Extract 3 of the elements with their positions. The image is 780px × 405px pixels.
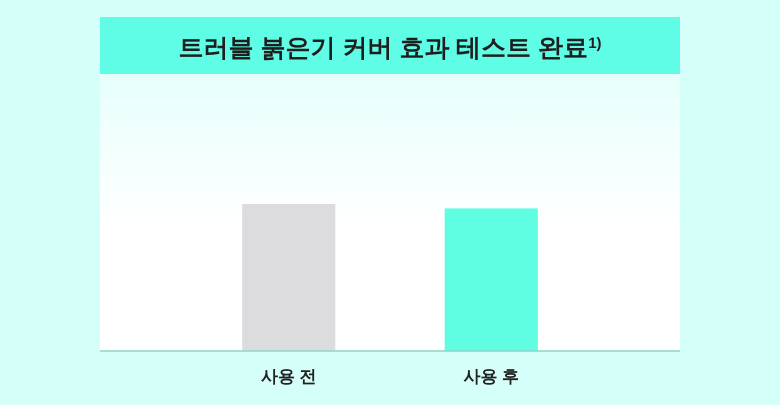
x-tick-label: 사용 후 [463,367,520,386]
x-tick-label: 사용 전 [260,367,317,386]
chart-title: 트러블 붉은기 커버 효과 테스트 완료$^{1)}$ [178,34,602,62]
